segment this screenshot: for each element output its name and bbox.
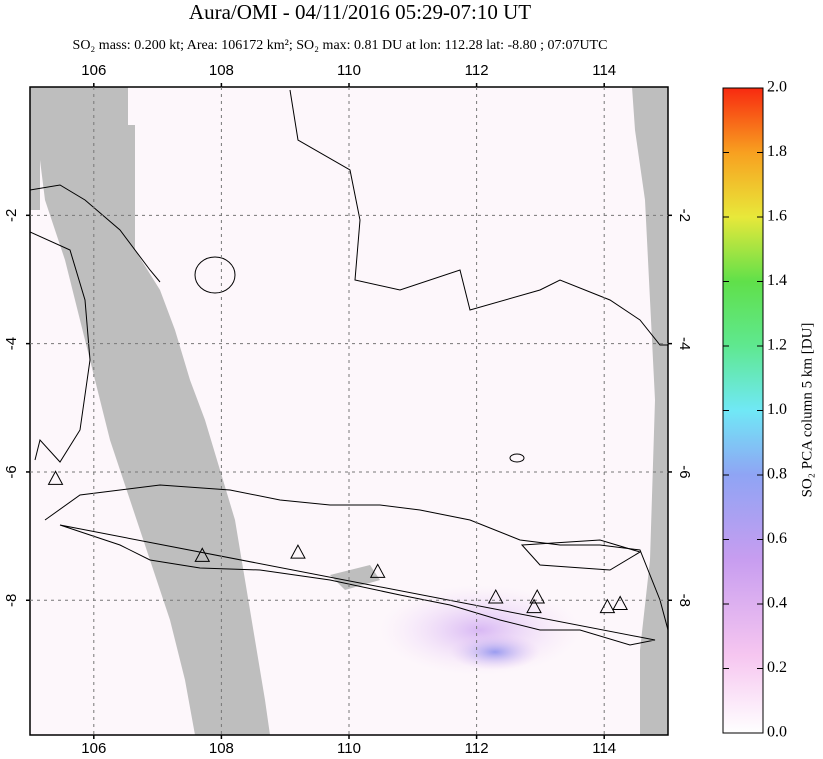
- y-tick-label: -4: [3, 337, 20, 350]
- colorbar-tick-label: 0.8: [767, 466, 787, 483]
- colorbar-tick-label: 0.2: [767, 659, 787, 676]
- x-tick-label: 108: [209, 62, 234, 79]
- y-tick-label: -8: [676, 594, 693, 607]
- chart-title: Aura/OMI - 04/11/2016 05:29-07:10 UT: [189, 0, 531, 24]
- colorbar-tick-label: 0.4: [767, 595, 787, 612]
- volcano-marker: [526, 598, 542, 614]
- y-tick-label: -6: [3, 465, 20, 478]
- colorbar-tick-label: 0.0: [767, 724, 787, 741]
- colorbar-label: SO₂ PCA column 5 km [DU]: [799, 323, 815, 498]
- colorbar-tick-label: 1.6: [767, 208, 787, 225]
- volcano-marker: [487, 589, 504, 604]
- volcano-marker: [612, 595, 628, 610]
- colorbar-tick-label: 1.4: [767, 272, 787, 289]
- x-tick-label: 106: [81, 740, 106, 757]
- volcano-marker: [47, 470, 64, 485]
- colorbar-tick-label: 1.0: [767, 401, 787, 418]
- y-tick-label: -4: [676, 337, 693, 350]
- x-tick-label: 106: [81, 62, 106, 79]
- y-tick-label: -8: [3, 594, 20, 607]
- x-tick-label: 114: [592, 62, 616, 79]
- y-tick-label: -2: [676, 209, 693, 222]
- colorbar-tick-label: 1.2: [767, 337, 787, 354]
- y-tick-label: -6: [676, 465, 693, 478]
- x-tick-label: 114: [592, 740, 616, 757]
- volcano-marker: [369, 563, 386, 578]
- x-tick-label: 112: [465, 740, 489, 757]
- colorbar-tick-label: 0.6: [767, 530, 787, 547]
- colorbar-tick-label: 2.0: [767, 79, 787, 96]
- colorbar-tick-label: 1.8: [767, 143, 787, 160]
- x-tick-label: 108: [209, 740, 234, 757]
- volcano-marker: [194, 547, 211, 562]
- y-tick-label: -2: [3, 209, 20, 222]
- x-tick-label: 110: [337, 62, 361, 79]
- volcano-marker: [290, 544, 306, 559]
- colorbar: [722, 87, 764, 734]
- volcano-marker: [529, 589, 546, 604]
- volcano-marker: [599, 598, 616, 614]
- x-tick-label: 110: [337, 740, 361, 757]
- chart-subtitle: SO₂ mass: 0.200 kt; Area: 106172 km²; SO…: [73, 38, 608, 53]
- x-tick-label: 112: [465, 62, 489, 79]
